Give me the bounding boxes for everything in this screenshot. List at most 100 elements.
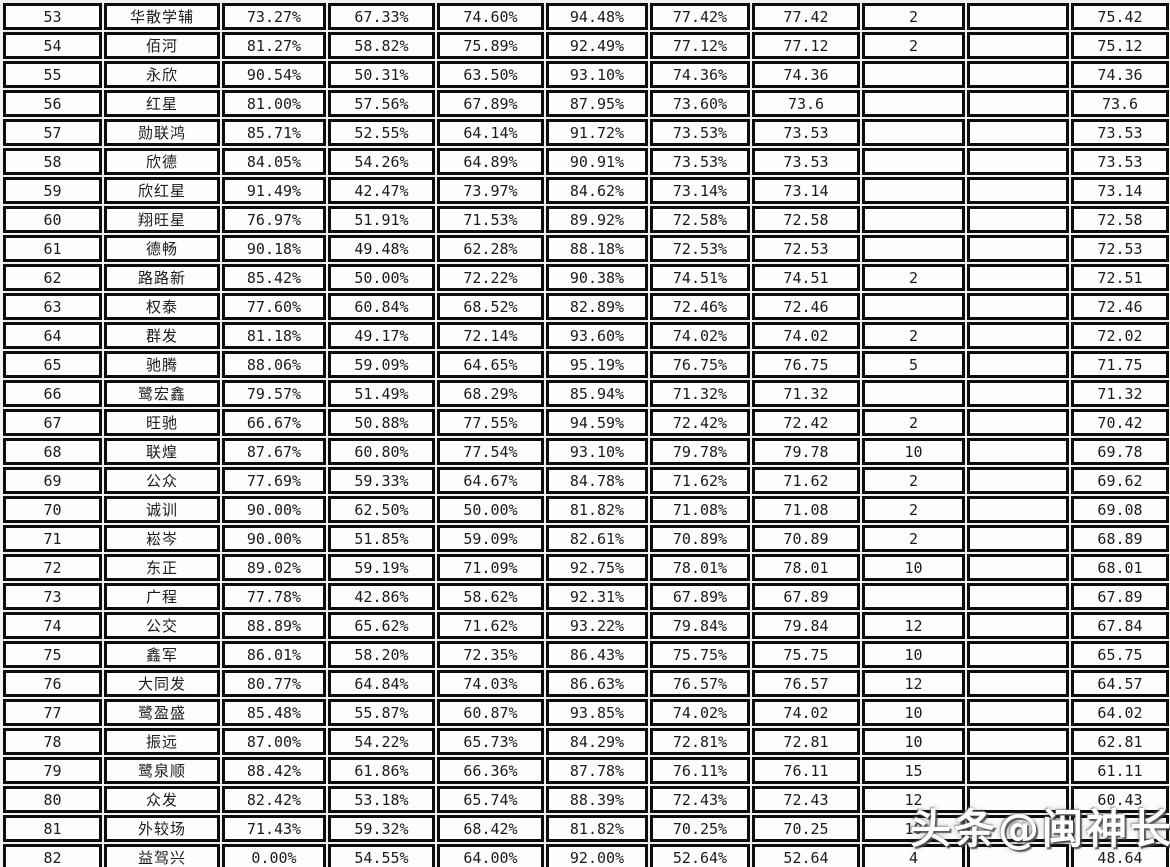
cell-score: 52.64 xyxy=(752,844,860,867)
cell-percent-4: 92.31% xyxy=(546,583,648,610)
cell-score: 77.12 xyxy=(752,32,860,59)
cell-company-name: 旺驰 xyxy=(104,409,220,436)
cell-percent-5: 71.08% xyxy=(650,496,750,523)
cell-percent-3: 77.54% xyxy=(437,438,544,465)
cell-rank: 60 xyxy=(3,206,102,233)
table-row: 54 佰河 81.27% 58.82% 75.89% 92.49% 77.12%… xyxy=(3,32,1169,59)
cell-percent-2: 59.32% xyxy=(328,815,435,842)
cell-rank: 67 xyxy=(3,409,102,436)
cell-percent-2: 53.18% xyxy=(328,786,435,813)
cell-final-score: 73.53 xyxy=(1071,119,1169,146)
cell-percent-1: 77.60% xyxy=(222,293,326,320)
cell-percent-3: 64.65% xyxy=(437,351,544,378)
cell-percent-1: 85.48% xyxy=(222,699,326,726)
cell-percent-4: 89.92% xyxy=(546,206,648,233)
cell-company-name: 振远 xyxy=(104,728,220,755)
cell-percent-1: 90.00% xyxy=(222,525,326,552)
cell-percent-5: 72.58% xyxy=(650,206,750,233)
cell-deduction: 2 xyxy=(862,525,965,552)
cell-rank: 72 xyxy=(3,554,102,581)
cell-percent-1: 88.89% xyxy=(222,612,326,639)
cell-deduction xyxy=(862,235,965,262)
cell-percent-5: 74.02% xyxy=(650,322,750,349)
cell-percent-5: 71.62% xyxy=(650,467,750,494)
cell-percent-4: 92.00% xyxy=(546,844,648,867)
cell-deduction xyxy=(862,148,965,175)
cell-percent-2: 62.50% xyxy=(328,496,435,523)
cell-percent-5: 73.60% xyxy=(650,90,750,117)
cell-percent-2: 50.31% xyxy=(328,61,435,88)
cell-percent-2: 59.19% xyxy=(328,554,435,581)
cell-percent-1: 71.43% xyxy=(222,815,326,842)
cell-percent-1: 91.49% xyxy=(222,177,326,204)
cell-final-score: 64.57 xyxy=(1071,670,1169,697)
cell-percent-1: 84.05% xyxy=(222,148,326,175)
cell-final-score: 73.14 xyxy=(1071,177,1169,204)
cell-percent-3: 72.22% xyxy=(437,264,544,291)
cell-rank: 78 xyxy=(3,728,102,755)
cell-company-name: 东正 xyxy=(104,554,220,581)
cell-final-score: 71.32 xyxy=(1071,380,1169,407)
cell-percent-4: 82.61% xyxy=(546,525,648,552)
cell-score: 79.78 xyxy=(752,438,860,465)
cell-percent-3: 65.73% xyxy=(437,728,544,755)
cell-score: 78.01 xyxy=(752,554,860,581)
cell-percent-4: 90.91% xyxy=(546,148,648,175)
cell-percent-2: 50.00% xyxy=(328,264,435,291)
cell-rank: 66 xyxy=(3,380,102,407)
cell-blank xyxy=(967,844,1069,867)
cell-rank: 82 xyxy=(3,844,102,867)
table-row: 70 诚训 90.00% 62.50% 50.00% 81.82% 71.08%… xyxy=(3,496,1169,523)
table-row: 67 旺驰 66.67% 50.88% 77.55% 94.59% 72.42%… xyxy=(3,409,1169,436)
cell-percent-2: 50.88% xyxy=(328,409,435,436)
cell-percent-5: 70.89% xyxy=(650,525,750,552)
table-row: 81 外较场 71.43% 59.32% 68.42% 81.82% 70.25… xyxy=(3,815,1169,842)
cell-final-score: 72.58 xyxy=(1071,206,1169,233)
cell-percent-4: 84.62% xyxy=(546,177,648,204)
cell-percent-3: 59.09% xyxy=(437,525,544,552)
cell-percent-5: 72.46% xyxy=(650,293,750,320)
cell-percent-5: 70.25% xyxy=(650,815,750,842)
cell-blank xyxy=(967,409,1069,436)
cell-percent-1: 88.42% xyxy=(222,757,326,784)
cell-percent-3: 73.97% xyxy=(437,177,544,204)
cell-percent-5: 72.42% xyxy=(650,409,750,436)
cell-final-score: 69.08 xyxy=(1071,496,1169,523)
cell-company-name: 益驾兴 xyxy=(104,844,220,867)
cell-percent-4: 86.63% xyxy=(546,670,648,697)
cell-score: 72.81 xyxy=(752,728,860,755)
cell-blank xyxy=(967,583,1069,610)
cell-score: 74.51 xyxy=(752,264,860,291)
cell-blank xyxy=(967,90,1069,117)
cell-rank: 63 xyxy=(3,293,102,320)
cell-company-name: 鹭宏鑫 xyxy=(104,380,220,407)
cell-percent-3: 63.50% xyxy=(437,61,544,88)
cell-percent-1: 81.00% xyxy=(222,90,326,117)
cell-rank: 70 xyxy=(3,496,102,523)
cell-rank: 73 xyxy=(3,583,102,610)
cell-final-score: 75.42 xyxy=(1071,3,1169,30)
cell-percent-2: 60.84% xyxy=(328,293,435,320)
cell-percent-3: 77.55% xyxy=(437,409,544,436)
cell-company-name: 欣红星 xyxy=(104,177,220,204)
cell-final-score: 69.62 xyxy=(1071,467,1169,494)
cell-score: 70.25 xyxy=(752,815,860,842)
cell-deduction: 10 xyxy=(862,438,965,465)
cell-percent-5: 76.57% xyxy=(650,670,750,697)
table-row: 65 驰腾 88.06% 59.09% 64.65% 95.19% 76.75%… xyxy=(3,351,1169,378)
cell-score: 71.62 xyxy=(752,467,860,494)
table-row: 76 大同发 80.77% 64.84% 74.03% 86.63% 76.57… xyxy=(3,670,1169,697)
cell-rank: 77 xyxy=(3,699,102,726)
cell-percent-4: 86.43% xyxy=(546,641,648,668)
cell-percent-3: 50.00% xyxy=(437,496,544,523)
cell-score: 74.02 xyxy=(752,699,860,726)
cell-percent-3: 65.74% xyxy=(437,786,544,813)
cell-percent-1: 82.42% xyxy=(222,786,326,813)
cell-percent-2: 58.20% xyxy=(328,641,435,668)
cell-score: 76.11 xyxy=(752,757,860,784)
cell-company-name: 外较场 xyxy=(104,815,220,842)
table-row: 61 德畅 90.18% 49.48% 62.28% 88.18% 72.53%… xyxy=(3,235,1169,262)
cell-deduction: 2 xyxy=(862,322,965,349)
cell-company-name: 众发 xyxy=(104,786,220,813)
cell-company-name: 大同发 xyxy=(104,670,220,697)
